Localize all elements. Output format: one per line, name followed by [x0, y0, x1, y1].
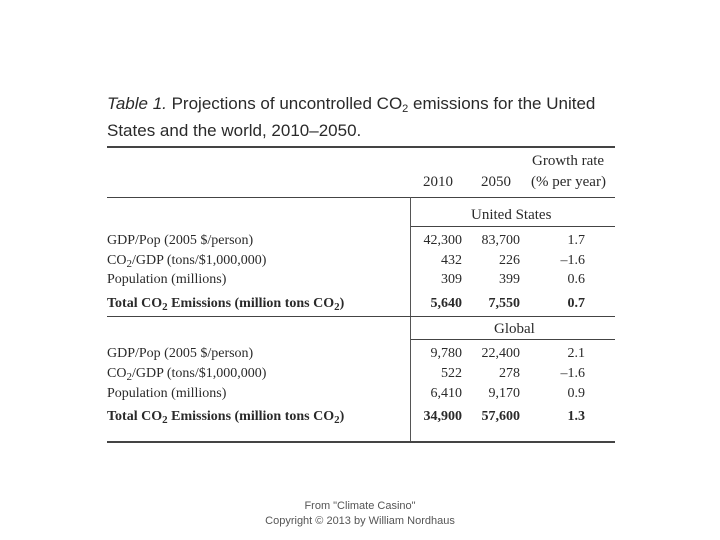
footer-line-2: Copyright © 2013 by William Nordhaus	[265, 515, 455, 527]
table-caption: Table 1. Projections of uncontrolled CO2…	[107, 90, 627, 144]
copyright-footer: From "Climate Casino" Copyright © 2013 b…	[0, 499, 720, 529]
cell-2010: 522	[441, 366, 462, 381]
cell-2010: 9,780	[430, 346, 463, 361]
cell-growth: 0.9	[567, 386, 586, 401]
column-divider	[410, 197, 411, 442]
caption-subscript: 2	[402, 103, 409, 115]
label-subscript: 2	[162, 414, 168, 426]
cell-growth: 0.7	[567, 296, 586, 311]
cell-2010: 309	[441, 272, 462, 287]
label-part: Total CO	[107, 296, 163, 311]
col-header-growth-2: (% per year)	[531, 174, 606, 190]
row-label: Population (millions)	[107, 272, 227, 287]
cell-2010: 34,900	[423, 409, 463, 424]
table-label: Table 1.	[107, 94, 167, 113]
section-rule	[107, 316, 615, 317]
section-title-us: United States	[471, 207, 552, 223]
row-label-total: Total CO2 Emissions (million tons CO2)	[107, 408, 344, 426]
cell-2050: 9,170	[488, 386, 521, 401]
label-subscript: 2	[162, 301, 168, 313]
row-label-total: Total CO2 Emissions (million tons CO2)	[107, 295, 344, 313]
col-header-growth-1: Growth rate	[532, 153, 605, 169]
label-subscript: 2	[334, 301, 340, 313]
label-subscript: 2	[126, 371, 132, 383]
label-part: /GDP (tons/$1,000,000)	[131, 253, 267, 268]
cell-2050: 7,550	[488, 296, 521, 311]
cell-2010: 432	[441, 253, 462, 268]
cell-2050: 399	[499, 272, 520, 287]
label-part: Emissions (million tons CO	[167, 296, 335, 311]
cell-2010: 42,300	[423, 233, 463, 248]
label-subscript: 2	[334, 414, 340, 426]
cell-2010: 6,410	[430, 386, 463, 401]
label-part: Total CO	[107, 409, 163, 424]
section-title-global: Global	[494, 321, 535, 337]
footer-line-1: From "Climate Casino"	[304, 500, 416, 512]
col-header-2050: 2050	[481, 174, 511, 190]
label-part: )	[339, 296, 345, 311]
row-label: GDP/Pop (2005 $/person)	[107, 346, 254, 361]
label-part: CO	[107, 253, 127, 268]
caption-text-a: Projections of uncontrolled CO	[166, 94, 403, 113]
section-rule-global	[411, 339, 615, 340]
row-label: GDP/Pop (2005 $/person)	[107, 233, 254, 248]
row-label: Population (millions)	[107, 386, 227, 401]
top-rule	[107, 146, 615, 148]
cell-2050: 22,400	[481, 346, 521, 361]
cell-2050: 83,700	[481, 233, 521, 248]
header-rule	[107, 197, 615, 198]
row-label: CO2/GDP (tons/$1,000,000)	[107, 252, 266, 270]
cell-2050: 57,600	[481, 409, 521, 424]
section-rule-us	[411, 226, 615, 227]
label-part: /GDP (tons/$1,000,000)	[131, 366, 267, 381]
cell-2050: 278	[499, 366, 520, 381]
label-part: Emissions (million tons CO	[167, 409, 335, 424]
caption-text-b: emissions for the United States and the …	[107, 94, 596, 140]
bottom-rule	[107, 441, 615, 443]
cell-growth: 0.6	[567, 272, 586, 287]
cell-growth: 1.7	[567, 233, 586, 248]
cell-2010: 5,640	[430, 296, 463, 311]
cell-growth: –1.6	[560, 366, 586, 381]
label-subscript: 2	[126, 258, 132, 270]
cell-growth: 1.3	[567, 409, 586, 424]
cell-2050: 226	[499, 253, 520, 268]
cell-growth: –1.6	[560, 253, 586, 268]
cell-growth: 2.1	[567, 346, 586, 361]
label-part: CO	[107, 366, 127, 381]
col-header-2010: 2010	[423, 174, 453, 190]
label-part: )	[339, 409, 345, 424]
row-label: CO2/GDP (tons/$1,000,000)	[107, 365, 266, 383]
